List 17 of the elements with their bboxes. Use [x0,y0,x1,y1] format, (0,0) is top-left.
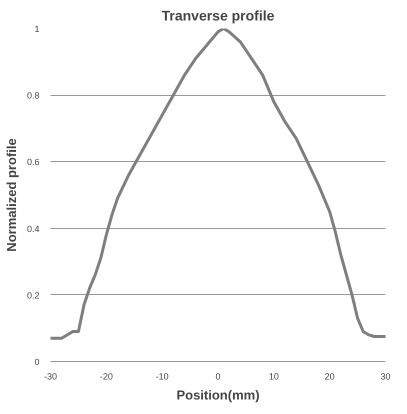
chart-title: Tranverse profile [162,8,275,24]
y-axis-title: Normalized profile [4,138,19,252]
x-tick-label: -10 [156,372,169,382]
y-tick-label: 0.8 [26,90,40,101]
y-tick-label: 0.6 [26,157,40,168]
line-series [50,28,386,340]
x-axis-title: Position(mm) [176,388,260,402]
y-tick-label: 0.4 [26,224,40,234]
x-tick-label: 20 [324,372,335,382]
x-tick-label: -20 [100,372,113,382]
x-tick-label: -30 [44,372,58,382]
x-tick-label: 10 [268,372,279,382]
y-tick-label: 0.2 [26,290,40,300]
y-tick-label: 0 [34,357,40,367]
x-tick-label: 30 [380,372,391,382]
y-tick-label: 1 [34,24,40,34]
x-tick-label: 0 [215,372,221,382]
